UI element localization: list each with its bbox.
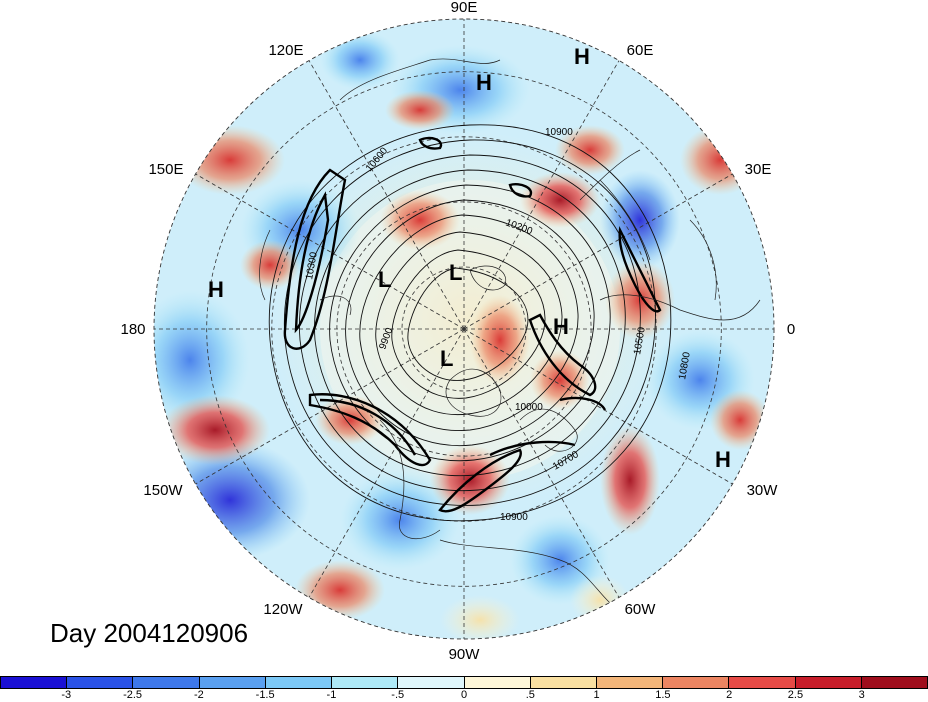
colorbar-cell — [398, 677, 465, 688]
high-pressure-marker: H — [553, 314, 569, 339]
longitude-label: 0 — [787, 321, 795, 338]
longitude-label: 30W — [747, 482, 779, 499]
latitude-circle — [206, 71, 722, 587]
colorbar-cell — [663, 677, 730, 688]
colorbar-cell — [332, 677, 399, 688]
colorbar-cell — [199, 677, 266, 688]
colorbar-tick-label: 2 — [726, 689, 733, 701]
meridian-line — [463, 328, 620, 598]
latitude-circle — [336, 201, 592, 457]
high-pressure-marker: H — [208, 277, 224, 302]
meridian-line — [463, 60, 620, 330]
colorbar-tick-label: .5 — [525, 689, 535, 701]
colorbar-cell — [795, 677, 862, 688]
meridian-line — [195, 328, 465, 485]
longitude-labels: 90E 60E 30E 0 30W 60W 90W 120W 150W 180 … — [120, 0, 795, 663]
colorbar-tick-label: -1 — [326, 689, 337, 701]
longitude-label: 60W — [625, 601, 657, 618]
colorbar-tick-label: -2 — [193, 689, 204, 701]
colorbar-tick-label: 3 — [858, 689, 865, 701]
colorbar-tick-labels: -3 -2.5 -2 -1.5 -1 -.5 0 .5 1 1.5 2 2.5 3 — [0, 689, 928, 702]
low-pressure-marker: L — [378, 267, 391, 292]
colorbar-cell — [861, 677, 928, 688]
longitude-label: 120E — [268, 42, 303, 59]
meridian-line — [195, 173, 465, 330]
contour-label: 10000 — [515, 402, 543, 413]
latitude-circle — [401, 266, 527, 392]
contour-label: 10800 — [677, 351, 693, 381]
colorbar-tick-label: -1.5 — [255, 689, 275, 701]
colorbar-tick-label: -3 — [61, 689, 72, 701]
colorbar — [0, 676, 928, 689]
colorbar-tick-label: -2.5 — [123, 689, 143, 701]
colorbar-tick-label: 2.5 — [787, 689, 804, 701]
longitude-label: 150W — [143, 482, 183, 499]
longitude-label: 90E — [451, 0, 478, 16]
jet-contours — [283, 136, 662, 513]
coastlines — [259, 58, 761, 611]
colorbar-cell — [464, 677, 531, 688]
meridian-line — [463, 173, 733, 330]
longitude-label: 30E — [745, 161, 772, 178]
colorbar-tick-label: 1.5 — [655, 689, 671, 701]
colorbar-cell — [67, 677, 134, 688]
colorbar-cell — [133, 677, 200, 688]
contour-label: 10900 — [545, 127, 573, 138]
high-pressure-marker: H — [715, 447, 731, 472]
longitude-label: 180 — [120, 321, 145, 338]
graticule — [154, 19, 774, 639]
contour-label: 10900 — [500, 512, 528, 523]
meridian-line — [463, 328, 733, 485]
colorbar-cell — [1, 677, 68, 688]
contour-label: 10300 — [304, 251, 320, 281]
longitude-label: 60E — [627, 42, 654, 59]
high-pressure-marker: H — [574, 44, 590, 69]
anomaly-field — [154, 19, 774, 639]
colorbar-tick-label: -.5 — [391, 689, 405, 701]
pressure-centers: H H H H H L L L — [208, 44, 731, 472]
colorbar-cell — [265, 677, 333, 688]
longitude-label: 120W — [263, 601, 303, 618]
low-pressure-marker: L — [449, 260, 462, 285]
colorbar-cell — [596, 677, 664, 688]
colorbar-tick-label: 0 — [460, 689, 468, 701]
meridian-line — [308, 328, 465, 598]
longitude-label: 150E — [148, 161, 183, 178]
low-pressure-marker: L — [440, 346, 453, 371]
meridian-line — [308, 60, 465, 330]
colorbar-tick-label: 1 — [593, 689, 600, 701]
map-boundary — [153, 18, 775, 640]
contour-label: 10500 — [632, 326, 648, 356]
high-pressure-marker: H — [476, 70, 492, 95]
colorbar-cell — [530, 677, 597, 688]
day-label: Day 2004120906 — [50, 618, 249, 648]
longitude-label: 90W — [449, 646, 481, 663]
colorbar-cell — [729, 677, 796, 688]
